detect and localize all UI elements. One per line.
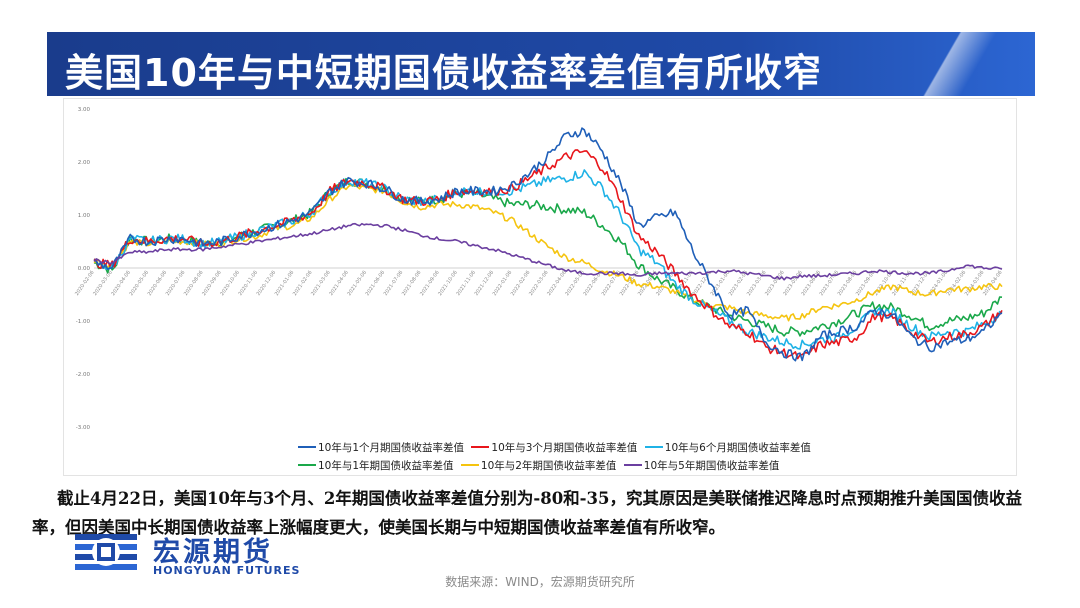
data-source: 数据来源：WIND，宏源期货研究所 [445,575,635,589]
y-tick-label: 1.00 [78,213,91,219]
legend-item: 10年与2年期国债收益率差值 [460,456,617,474]
y-tick-label: -2.00 [76,372,91,378]
legend-swatch [644,445,663,449]
legend-swatch [623,463,642,467]
legend-label: 10年与6个月期国债收益率差值 [664,441,811,454]
chart-container: 3.00 2.00 1.00 0.00 -1.00 -2.00 -3.00 2020-02-0… [63,98,1017,476]
title-bar: 美国10年与中短期国债收益率差值有所收窄 [47,32,1035,96]
y-tick-label: 3.00 [78,107,91,113]
legend-swatch [471,445,490,449]
legend-item: 10年与3个月期国债收益率差值 [471,438,637,456]
series-line [93,149,1003,360]
analysis-paragraph: 截止4月22日，美国10年与3个月、2年期国债收益率差值分别为-80和-35，究… [32,489,1022,537]
series-line [93,169,1003,350]
legend-label: 10年与2年期国债收益率差值 [480,459,617,472]
legend-label: 10年与1年期国债收益率差值 [318,459,454,472]
legend-label: 10年与3个月期国债收益率差值 [491,441,638,454]
company-logo: 宏源期货 HONGYUAN FUTURES [75,530,315,580]
y-tick-label: -1.00 [76,319,91,325]
legend-item: 10年与1个月期国债收益率差值 [298,438,464,456]
page-title: 美国10年与中短期国债收益率差值有所收窄 [65,51,822,95]
series-line [93,184,1003,322]
y-tick-label: 2.00 [78,160,91,166]
legend-label: 10年与1个月期国债收益率差值 [318,441,465,454]
legend-swatch [298,463,316,467]
chart-legend: 10年与1个月期国债收益率差值 10年与3个月期国债收益率差值 10年与6个月期… [298,438,818,474]
legend-item: 10年与6个月期国债收益率差值 [644,438,811,456]
logo-cn-text: 宏源期货 [153,537,273,568]
hongyuan-logo-icon [75,534,137,570]
legend-swatch [298,445,316,449]
series-line [93,177,1003,337]
series-line [93,127,1003,362]
y-tick-label: -3.00 [76,425,91,431]
legend-item: 10年与1年期国债收益率差值 [298,456,454,474]
y-tick-label: 0.00 [78,266,91,272]
legend-label: 10年与5年期国债收益率差值 [643,459,780,472]
line-chart: 3.002.001.000.00-1.00-2.00-3.002020-02-0… [74,107,1004,431]
legend-item: 10年与5年期国债收益率差值 [623,456,780,474]
x-tick-label: 2024-04-06 [982,270,1004,297]
series-line [93,222,1003,281]
legend-swatch [460,463,479,467]
logo-en-text: HONGYUAN FUTURES [153,564,301,577]
